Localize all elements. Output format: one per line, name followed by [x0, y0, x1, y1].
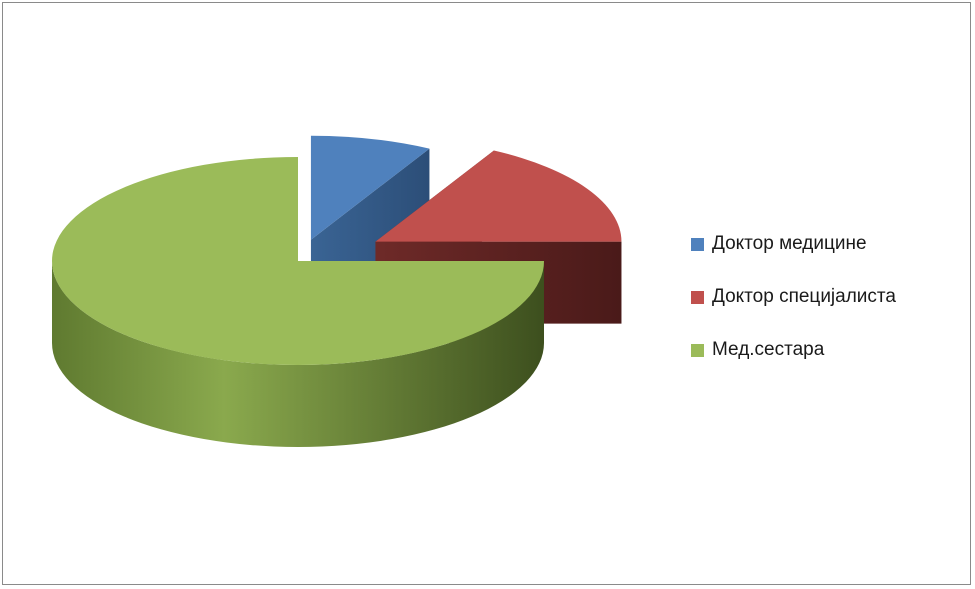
legend-item-nurses: Мед.сестара [691, 337, 961, 363]
legend-swatch [691, 290, 704, 304]
legend-item-doctor-specialist: Доктор специјалиста [691, 284, 961, 310]
legend-label: Мед.сестара [712, 339, 825, 360]
legend-item-doctor-medicine: Доктор медицине [691, 231, 961, 257]
legend-swatch [691, 237, 704, 251]
legend-swatch [691, 343, 704, 357]
legend-label: Доктор медицине [712, 233, 867, 254]
slices-layer [52, 135, 622, 447]
legend: Доктор медицине Доктор специјалиста Мед.… [691, 231, 961, 390]
slice-nurses [52, 157, 544, 447]
legend-label: Доктор специјалиста [712, 286, 896, 307]
pie-chart [52, 135, 622, 447]
